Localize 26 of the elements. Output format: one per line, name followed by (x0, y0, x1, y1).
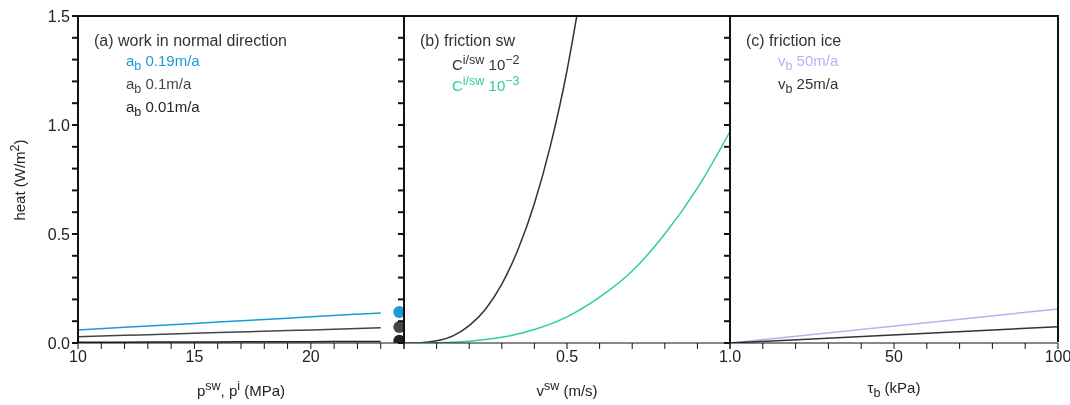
x-tick-label: 20 (301, 348, 320, 366)
y-tick-label: 1.0 (47, 116, 71, 134)
x-tick-label: 0.5 (555, 348, 579, 366)
y-tick-label: 1.5 (47, 7, 71, 25)
x-axis-title: p$^{sw}$, p$^{i}$ (MPa) (195, 379, 287, 399)
x-axis-title: v$^{sw}$ (m/s) (535, 379, 599, 399)
text: (b) friction sw (420, 32, 516, 50)
text: v$_{b}$ 50m/a (778, 52, 839, 75)
text: C$^{i/sw}$ 10$^{−3}$ (452, 73, 520, 94)
text: C$^{i/sw}$ 10$^{−2}$ (452, 52, 520, 73)
text: a$_{b}$ 0.1m/a (126, 75, 193, 98)
line-series (78, 326, 382, 338)
line-series (78, 312, 382, 331)
text: a$_{b}$ 0.01m/a (126, 98, 200, 121)
x-tick-label: 100 (1044, 348, 1070, 366)
text: a$_{b}$ 0.19m/a (126, 52, 200, 75)
text: v$_{b}$ 25m/a (778, 75, 839, 98)
text: (a) work in normal direction (94, 32, 287, 50)
x-tick-label: 10 (69, 348, 87, 366)
text: (c) friction ice (746, 32, 842, 50)
x-tick-label: 50 (885, 348, 903, 366)
y-tick-label: 0.5 (47, 225, 71, 243)
x-axis-title: τ$_{b}$ (kPa) (866, 379, 922, 400)
y-tick-label: 0.0 (47, 334, 71, 352)
x-tick-label: 15 (185, 348, 204, 366)
x-tick-label: 1.0 (718, 348, 742, 366)
